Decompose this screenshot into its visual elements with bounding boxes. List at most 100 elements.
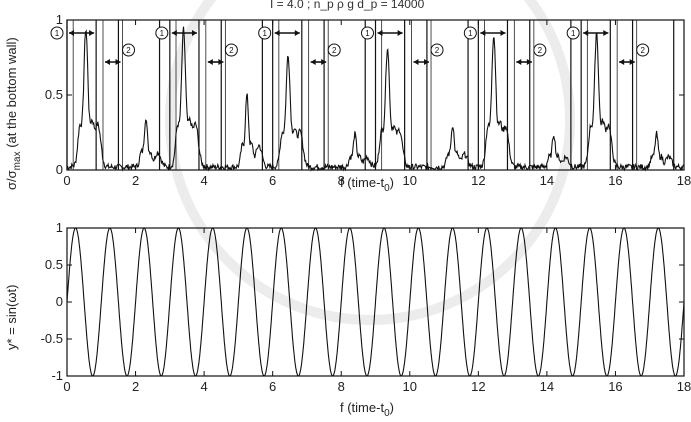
phase-arrowhead xyxy=(218,59,224,65)
stress-peak-point xyxy=(246,97,248,99)
phase-arrowhead xyxy=(516,59,522,65)
stress-x-tick-label: 14 xyxy=(540,173,554,188)
sine-x-tick-label: 10 xyxy=(403,379,417,394)
phase-marker-label: 2 xyxy=(435,46,440,55)
phase-arrowhead xyxy=(619,59,625,65)
sine-x-label: f (time-t0) xyxy=(340,400,394,419)
phase-marker-label: 2 xyxy=(640,46,645,55)
phase-marker: 2 xyxy=(430,43,444,57)
stress-x-tick-label: 0 xyxy=(63,173,70,188)
sine-x-tick-label: 8 xyxy=(338,379,345,394)
phase-arrowhead xyxy=(377,30,383,36)
stress-peak-point xyxy=(451,127,454,129)
phase-arrowhead xyxy=(526,59,532,65)
stress-peak-point xyxy=(145,119,147,122)
sine-x-tick-label: 6 xyxy=(269,379,276,394)
sine-x-tick-label: 4 xyxy=(200,379,207,394)
phase-arrowhead xyxy=(629,59,635,65)
phase-marker: 2 xyxy=(122,43,136,57)
stress-y-tick-label: 0 xyxy=(56,162,63,177)
sine-series xyxy=(66,227,685,377)
phase-arrowhead xyxy=(397,30,403,36)
phase-arrowhead xyxy=(89,30,95,36)
sine-chart: 0 2 4 6 8 10 12 14 16 18 -1-0.500.51 f (time-t0) … xyxy=(4,220,691,419)
stress-x-tick-label: 16 xyxy=(608,173,622,188)
phase-marker-label: 1 xyxy=(571,29,576,38)
phase-arrowhead xyxy=(583,30,589,36)
stress-peak-point xyxy=(552,136,555,138)
phase-arrowhead xyxy=(115,59,121,65)
phase-marker-label: 2 xyxy=(332,46,337,55)
sine-y-ticks: -1 -0.5 0 0.5 1 xyxy=(41,220,684,383)
phase-marker: 1 xyxy=(258,26,272,40)
stress-phase-markers: 1 2 1 2 1 2 1 2 1 2 1 2 xyxy=(50,26,650,65)
phase-marker: 1 xyxy=(361,26,374,40)
stress-x-tick-label: 18 xyxy=(677,173,691,188)
phase-marker-label: 1 xyxy=(262,29,267,38)
stress-x-tick-label: 12 xyxy=(471,173,485,188)
top-caption: I = 4.0 ; n_p ρ g d_p = 14000 xyxy=(270,0,425,11)
sine-y-tick-label: 0 xyxy=(56,294,63,309)
phase-arrowhead xyxy=(274,30,280,36)
stress-x-label: f (time-t0) xyxy=(340,175,394,194)
stress-peak-point xyxy=(287,56,289,59)
sine-y-label: y* = sin(ωt) xyxy=(4,285,19,350)
sine-x-tick-label: 18 xyxy=(677,379,691,394)
sine-y-tick-label: 1 xyxy=(56,220,63,235)
sine-x-tick-label: 12 xyxy=(471,379,485,394)
stress-y-label: σ/σmax (at the bottom wall) xyxy=(4,37,23,190)
phase-arrowhead xyxy=(191,30,197,36)
phase-marker-label: 2 xyxy=(229,46,234,55)
phase-arrowhead xyxy=(310,59,316,65)
phase-arrowhead xyxy=(603,30,609,36)
phase-arrowhead xyxy=(321,59,327,65)
sine-x-tick-label: 14 xyxy=(540,379,554,394)
phase-marker: 1 xyxy=(50,26,64,40)
sine-x-tick-label: 0 xyxy=(63,379,70,394)
stress-peak-point xyxy=(354,136,356,138)
phase-marker-label: 1 xyxy=(55,29,60,38)
phase-marker-label: 1 xyxy=(468,29,473,38)
phase-marker: 2 xyxy=(533,43,547,57)
phase-arrowhead xyxy=(294,30,300,36)
phase-arrowhead xyxy=(104,59,110,65)
phase-marker-label: 2 xyxy=(126,46,131,55)
phase-arrowhead xyxy=(424,59,430,65)
phase-marker-label: 1 xyxy=(365,29,370,38)
sine-x-tick-label: 2 xyxy=(132,379,139,394)
sine-x-ticks: 0 2 4 6 8 10 12 14 16 18 xyxy=(63,228,691,394)
phase-arrowhead xyxy=(500,30,506,36)
sine-line xyxy=(66,227,685,377)
stress-x-ticks: 0 2 4 6 8 10 12 14 16 18 xyxy=(63,20,691,188)
phase-arrowhead xyxy=(480,30,486,36)
phase-marker: 2 xyxy=(327,43,341,57)
phase-arrowhead xyxy=(207,59,213,65)
phase-arrowhead xyxy=(69,30,74,36)
stress-peak-point xyxy=(386,49,389,51)
sine-y-tick-label: -1 xyxy=(51,368,63,383)
stress-x-tick-label: 2 xyxy=(132,173,139,188)
phase-marker: 1 xyxy=(155,26,169,40)
stress-x-tick-label: 6 xyxy=(269,173,276,188)
stress-peak-point xyxy=(595,34,598,36)
phase-marker: 1 xyxy=(566,26,580,40)
sine-y-tick-label: -0.5 xyxy=(41,331,63,346)
phase-marker: 1 xyxy=(463,26,477,40)
phase-arrowhead xyxy=(413,59,419,65)
phase-marker-label: 1 xyxy=(160,29,165,38)
stress-cycle-lines xyxy=(66,20,675,170)
stress-x-tick-label: 8 xyxy=(338,173,345,188)
stress-peak-point xyxy=(655,136,658,138)
phase-arrowhead xyxy=(171,30,177,36)
phase-marker-label: 2 xyxy=(538,46,543,55)
stress-y-ticks: 00.51 xyxy=(45,12,684,177)
stress-line xyxy=(66,26,685,172)
sine-y-tick-label: 0.5 xyxy=(45,257,63,272)
phase-marker: 2 xyxy=(636,43,650,57)
stress-y-tick-label: 1 xyxy=(56,12,63,27)
stress-x-tick-label: 4 xyxy=(200,173,207,188)
phase-marker: 2 xyxy=(224,43,238,57)
stress-y-tick-label: 0.5 xyxy=(45,87,63,102)
